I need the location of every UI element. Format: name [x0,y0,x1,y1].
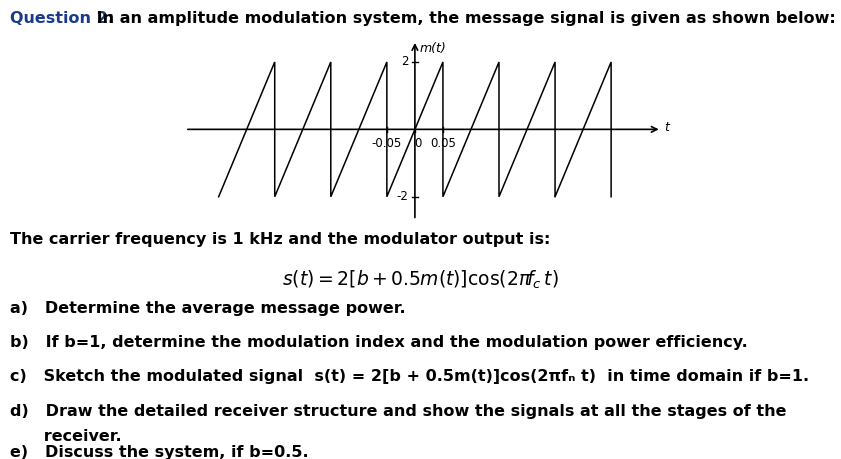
Text: e)   Discuss the system, if b=0.5.: e) Discuss the system, if b=0.5. [10,445,309,459]
Text: 2: 2 [400,56,408,68]
Text: $s(t) = 2[b + 0.5m(t)]\cos(2\pi\!f_c\,t)$: $s(t) = 2[b + 0.5m(t)]\cos(2\pi\!f_c\,t)… [282,269,559,291]
Text: t: t [664,121,669,134]
Text: b)   If b=1, determine the modulation index and the modulation power efficiency.: b) If b=1, determine the modulation inde… [10,335,748,350]
Text: -2: -2 [396,190,408,203]
Text: a)   Determine the average message power.: a) Determine the average message power. [10,301,405,316]
Text: 0: 0 [415,137,422,150]
Text: In an amplitude modulation system, the message signal is given as shown below:: In an amplitude modulation system, the m… [91,11,836,27]
Text: The carrier frequency is 1 kHz and the modulator output is:: The carrier frequency is 1 kHz and the m… [10,232,551,247]
Text: Question 2:: Question 2: [10,11,114,27]
Text: d)   Draw the detailed receiver structure and show the signals at all the stages: d) Draw the detailed receiver structure … [10,404,786,419]
Text: c)   Sketch the modulated signal  s(t) = 2[b + 0.5m(t)]cos(2πfₙ t)  in time doma: c) Sketch the modulated signal s(t) = 2[… [10,369,809,385]
Text: 0.05: 0.05 [430,137,456,150]
Text: -0.05: -0.05 [372,137,402,150]
Text: m(t): m(t) [420,42,446,55]
Text: receiver.: receiver. [10,429,122,444]
